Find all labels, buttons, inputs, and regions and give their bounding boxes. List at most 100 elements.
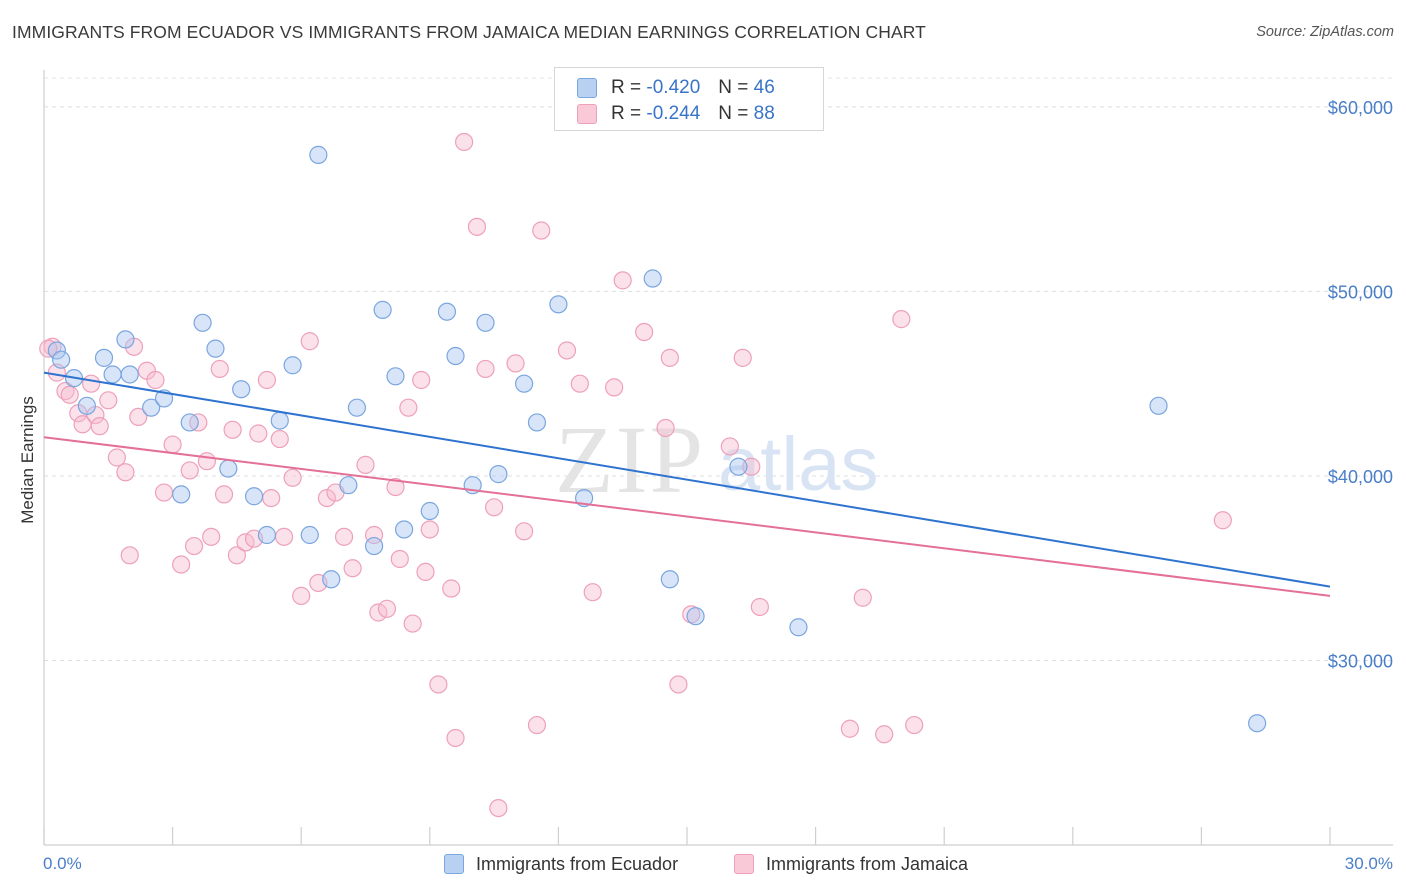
watermark-atlas: atlas (718, 422, 879, 507)
jamaica-point (300, 332, 319, 351)
jamaica-point (420, 520, 439, 539)
grid-lines (44, 77, 1393, 661)
y-tick-label: $40,000 (1328, 467, 1393, 487)
jamaica-point (1213, 511, 1232, 530)
jamaica-point (377, 599, 397, 618)
ecuador-point (660, 570, 679, 589)
watermark-zip: ZIP (555, 406, 705, 513)
ecuador-point (364, 536, 384, 556)
ecuador-point (1248, 714, 1267, 733)
ecuador-point (446, 346, 465, 366)
jamaica-point (613, 271, 632, 290)
ecuador-point (116, 330, 135, 349)
ecuador-point (193, 313, 212, 332)
n-value: 88 (753, 103, 775, 124)
ecuador-point (527, 413, 547, 432)
watermark: ZIP atlas (555, 406, 879, 513)
jamaica-point (210, 359, 229, 379)
legend-row-ecuador: R = -0.420 N = 46 (577, 76, 775, 100)
ecuador-trend-line (43, 371, 1331, 588)
jamaica-point (386, 477, 405, 497)
ecuador-point (257, 525, 277, 545)
y-tick-label: $50,000 (1328, 282, 1393, 302)
ecuador-point (322, 570, 341, 589)
ecuador-point (300, 525, 319, 545)
jamaica-point (270, 429, 289, 449)
jamaica-point (403, 614, 422, 633)
jamaica-point (840, 719, 859, 738)
ecuador-point (219, 459, 238, 478)
ecuador-swatch (577, 78, 597, 98)
jamaica-point (446, 728, 465, 748)
jamaica-point (274, 527, 294, 546)
jamaica-point (416, 562, 435, 582)
x-tick-label-end: 30.0% (1345, 854, 1393, 873)
jamaica-point (476, 359, 495, 379)
jamaica-points (39, 132, 1232, 818)
jamaica-point (656, 418, 675, 438)
legend-item-ecuador: Immigrants from Ecuador (444, 852, 678, 876)
jamaica-point (223, 420, 242, 439)
ecuador-point (77, 396, 96, 415)
ecuador-point (394, 520, 414, 539)
ecuador-point (420, 501, 439, 521)
ecuador-point (47, 341, 66, 360)
r-label: R = (611, 103, 642, 124)
jamaica-point (489, 798, 508, 818)
ecuador-point (437, 302, 457, 321)
jamaica-point (515, 522, 534, 541)
ecuador-point (309, 145, 328, 164)
jamaica-point (875, 725, 894, 744)
jamaica-point (750, 597, 769, 617)
jamaica-point (283, 468, 302, 487)
jamaica-point (467, 217, 487, 236)
jamaica-point (399, 398, 418, 417)
stats-legend: R = -0.420 N = 46 R = -0.244 N = 88 (554, 67, 824, 131)
jamaica-point (442, 579, 461, 598)
jamaica-point (202, 527, 221, 546)
ecuador-point (172, 485, 191, 504)
legend-label: Immigrants from Ecuador (476, 853, 679, 874)
y-tick-labels: $30,000 $40,000 $50,000 $60,000 (1328, 98, 1393, 672)
r-label: R = (611, 77, 642, 98)
jamaica-point (485, 498, 504, 517)
jamaica-point (506, 354, 525, 373)
jamaica-point (583, 583, 602, 602)
jamaica-point (163, 435, 182, 454)
ecuador-point (244, 487, 264, 506)
source-credit: Source: ZipAtlas.com (1256, 24, 1394, 40)
jamaica-point (660, 348, 679, 367)
jamaica-point (733, 348, 752, 367)
y-tick-label: $30,000 (1328, 651, 1393, 671)
jamaica-point (570, 374, 589, 393)
y-axis-label: Median Earnings (18, 396, 37, 524)
jamaica-point (60, 385, 79, 404)
x-tick-label-start: 0.0% (43, 854, 82, 873)
jamaica-point (905, 715, 924, 735)
n-label: N = (718, 77, 749, 98)
jamaica-point (605, 378, 624, 397)
ecuador-point (686, 607, 705, 626)
ecuador-point (94, 348, 114, 367)
ecuador-point (270, 411, 289, 430)
jamaica-point (184, 536, 204, 556)
ecuador-point (180, 413, 199, 432)
jamaica-point (429, 675, 448, 694)
r-value: -0.420 (646, 77, 701, 98)
ecuador-point (373, 300, 392, 319)
n-label: N = (718, 103, 749, 124)
ecuador-point (386, 367, 405, 386)
jamaica-point (742, 457, 761, 476)
jamaica-point (227, 546, 246, 565)
n-value: 46 (753, 77, 775, 98)
ecuador-point (549, 295, 568, 314)
legend-item-jamaica: Immigrants from Jamaica (734, 852, 968, 876)
ecuador-point (347, 398, 367, 417)
ecuador-point (643, 269, 662, 288)
jamaica-point (390, 549, 409, 569)
jamaica-point (257, 370, 277, 390)
jamaica-point (892, 310, 911, 329)
jamaica-point (99, 391, 118, 410)
ecuador-point (729, 457, 748, 476)
